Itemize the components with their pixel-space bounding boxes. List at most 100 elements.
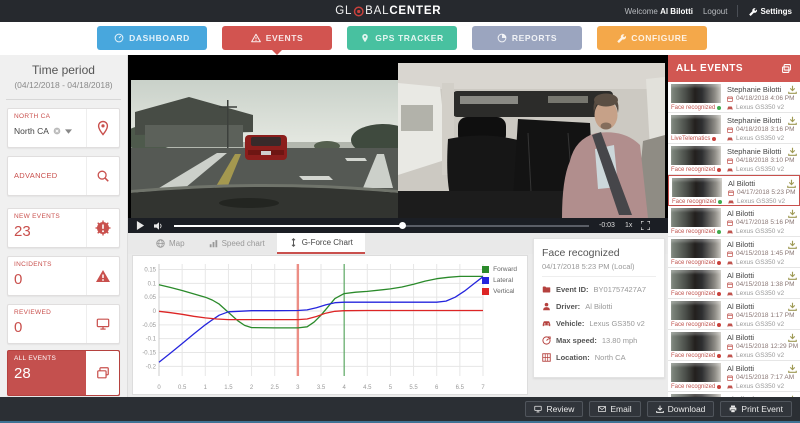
settings-label: Settings [760,6,792,16]
video-player[interactable] [128,55,668,218]
tab-speed-chart[interactable]: Speed chart [197,233,277,254]
download-icon[interactable] [788,333,797,342]
download-icon[interactable] [788,209,797,218]
event-thumbnail [671,363,721,382]
tab-map[interactable]: Map [144,233,197,254]
legend-item: Lateral [482,277,517,284]
chevron-down-icon[interactable] [64,128,72,134]
event-name: Al Bilotti [727,333,755,342]
event-list-item[interactable]: Face recognized Al Bilotti 04/15/2018 1:… [668,237,800,268]
download-icon[interactable] [788,116,797,125]
location-pin-button[interactable] [86,109,119,147]
nav-buttons: DASHBOARD EVENTS GPS TRACKER [97,26,707,50]
event-list-item[interactable]: Face recognized Stephanie Bilotti 04/18/… [668,144,800,175]
download-icon[interactable] [788,85,797,94]
svg-text:4: 4 [342,385,346,391]
event-tag-icon [717,354,722,358]
download-icon[interactable] [788,240,797,249]
event-list-item[interactable]: Face recognized Stephanie Bilotti 04/18/… [668,82,800,113]
nav-configure-label: CONFIGURE [631,33,688,43]
event-list-item[interactable]: Face recognized Al Bilotti 04/15/2018 12… [668,330,800,361]
nav-reports-label: REPORTS [511,33,558,43]
play-button[interactable] [136,221,145,230]
video-controls: -0:03 1x [128,218,668,233]
event-date: 04/15/2018 7:17 AM [736,374,795,381]
event-thumbnail [671,332,721,351]
nav-dashboard[interactable]: DASHBOARD [97,26,207,50]
svg-text:-0.2: -0.2 [146,364,157,370]
nav-events-label: EVENTS [265,33,304,43]
fullscreen-button[interactable] [641,221,651,230]
print-event-button[interactable]: Print Event [720,401,792,417]
seek-bar[interactable] [174,222,589,229]
detail-label: Vehicle: [556,319,585,328]
svg-text:4.5: 4.5 [363,385,372,391]
top-bar: GL BAL CENTER Welcome Al Bilotti Logout … [0,0,800,22]
logout-link[interactable]: Logout [702,6,728,16]
events-list: Face recognized Stephanie Bilotti 04/18/… [668,82,800,397]
seek-handle[interactable] [398,222,406,229]
event-date-row: 04/15/2018 12:29 PM [727,343,798,350]
event-list-item[interactable]: Face recognized Al Bilotti 04/17/2018 5:… [668,175,800,206]
download-icon[interactable] [788,147,797,156]
copy-icon [96,367,109,379]
gauge-icon [114,33,124,43]
chart-legend: Forward Lateral Vertical [482,266,517,295]
volume-button[interactable] [154,221,164,231]
search-button[interactable] [86,157,119,195]
location-select[interactable]: North CA [14,126,86,136]
event-list-item[interactable]: Face recognized Al Bilotti 04/17/2018 5:… [668,206,800,237]
download-button[interactable]: Download [646,401,715,417]
event-vehicle: Lexus GS350 v2 [736,166,785,173]
event-date: 04/15/2018 1:17 PM [736,312,795,319]
map-pin-icon [97,120,109,136]
advanced-search-card[interactable]: ADVANCED SEARCH [7,156,120,196]
detail-value: BY01757427A7 [593,285,647,294]
nav-events[interactable]: EVENTS [222,26,332,50]
detail-value: 13.80 mph [601,336,638,345]
playback-speed[interactable]: 1x [624,222,633,229]
copy-icon[interactable] [781,63,792,74]
counter-all-events[interactable]: ALL EVENTS 28 [7,350,120,396]
nav-gps-tracker[interactable]: GPS TRACKER [347,26,457,50]
event-date-row: 04/18/2018 3:10 PM [727,157,795,164]
download-icon[interactable] [788,364,797,373]
download-icon[interactable] [788,395,797,397]
car-icon [727,168,733,172]
settings-button[interactable]: Settings [748,7,792,16]
event-list-item[interactable]: LiveTelematics Stephanie Bilotti 04/18/2… [668,113,800,144]
tab-gforce-chart[interactable]: G-Force Chart [276,233,365,254]
nav-reports[interactable]: REPORTS [472,26,582,50]
review-button[interactable]: Review [525,401,584,417]
bottom-edge [0,421,800,423]
event-list-item[interactable]: Face recognized Al Bilotti 04/15/2018 1:… [668,268,800,299]
download-icon[interactable] [788,271,797,280]
event-tag: Face recognized [672,199,717,205]
nav-configure[interactable]: CONFIGURE [597,26,707,50]
event-timestamp: 04/17/2018 5:23 PM (Local) [542,262,656,277]
time-period-title: Time period [32,63,95,77]
counter-new-events[interactable]: NEW EVENTS 23 [7,208,120,248]
person-icon [543,302,550,311]
map-pin-icon [362,33,369,43]
download-icon[interactable] [787,179,796,188]
event-date: 04/18/2018 4:06 PM [736,95,795,102]
event-list-item[interactable]: Face recognized Al Bilotti 04/15/2018 1:… [668,299,800,330]
seek-bar-fill [174,224,403,227]
speedometer-icon [542,336,551,345]
counter-reviewed[interactable]: REVIEWED 0 [7,304,120,344]
event-list-item[interactable]: Al Bilotti [668,392,800,397]
event-list-item[interactable]: Face recognized Al Bilotti 04/15/2018 7:… [668,361,800,392]
time-period-range[interactable]: (04/12/2018 - 04/18/2018) [14,80,113,90]
alert-badge-icon [95,220,111,236]
counter-incidents[interactable]: INCIDENTS 0 [7,256,120,296]
monitor-icon [96,318,110,330]
download-icon[interactable] [788,302,797,311]
clear-icon[interactable] [53,127,61,135]
footer-bar: Review Email Download Print Event [0,397,800,421]
svg-text:1.5: 1.5 [224,385,233,391]
email-button[interactable]: Email [589,401,641,417]
print-event-label: Print Event [741,404,783,414]
event-thumbnail [671,239,721,258]
